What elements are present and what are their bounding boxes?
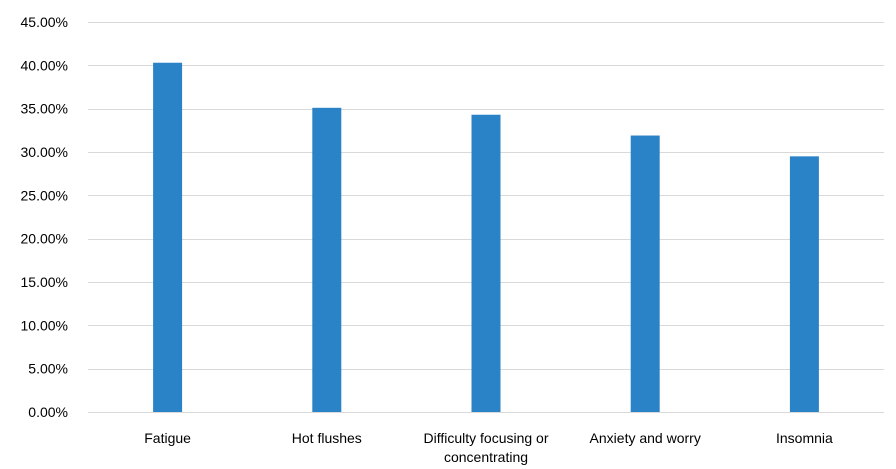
x-category-label: Insomnia [776,430,833,446]
y-tick-label: 35.00% [21,101,68,117]
y-tick-label: 5.00% [28,361,68,377]
x-category-label: Difficulty focusing or concentrating [423,430,548,465]
x-category-label: Fatigue [144,430,191,446]
x-axis-category-labels: Fatigue Hot flushes Difficulty focusing or… [144,430,833,465]
x-category-label: Hot flushes [292,430,362,446]
bar [789,156,819,412]
y-tick-label: 20.00% [21,231,68,247]
y-axis-tick-labels: 0.00% 5.00% 10.00% 15.00% 20.00% 25.00% 30.00%… [21,14,68,420]
bar [630,135,660,413]
y-tick-label: 30.00% [21,144,68,160]
bar [312,107,342,413]
y-tick-label: 45.00% [21,14,68,30]
y-tick-label: 40.00% [21,57,68,73]
bars [153,62,819,413]
y-tick-label: 10.00% [21,317,68,333]
y-tick-label: 15.00% [21,274,68,290]
bar [153,62,183,412]
y-tick-label: 0.00% [28,404,68,420]
bar [471,114,501,412]
x-category-label: Anxiety and worry [590,430,701,446]
y-tick-label: 25.00% [21,187,68,203]
